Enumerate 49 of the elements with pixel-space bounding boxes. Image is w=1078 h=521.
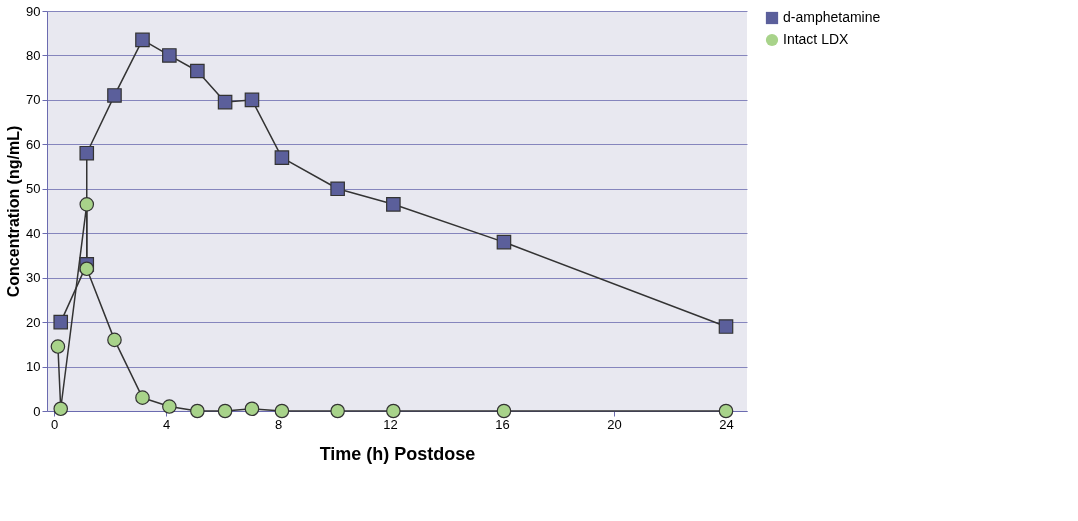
point bbox=[718, 319, 734, 334]
point bbox=[718, 403, 734, 419]
x-tick-label: 4 bbox=[162, 416, 171, 432]
y-tick-label: 70 bbox=[26, 92, 41, 108]
point bbox=[79, 197, 95, 212]
legend-label: d-amphetamine bbox=[783, 9, 881, 25]
point bbox=[53, 314, 69, 330]
y-tick-label: 80 bbox=[26, 47, 41, 63]
y-tick-label: 30 bbox=[26, 270, 41, 286]
point bbox=[190, 403, 205, 419]
point bbox=[53, 401, 69, 417]
x-tick-label: 20 bbox=[607, 416, 622, 432]
y-tick-label: 10 bbox=[26, 359, 41, 375]
point bbox=[107, 332, 122, 348]
point bbox=[50, 339, 66, 354]
x-tick-label: 12 bbox=[383, 416, 398, 432]
point bbox=[244, 401, 260, 417]
point bbox=[330, 181, 345, 197]
point bbox=[190, 63, 205, 79]
point bbox=[330, 403, 345, 419]
x-tick-label: 0 bbox=[50, 416, 59, 432]
y-tick-label: 20 bbox=[26, 314, 41, 330]
point bbox=[107, 88, 122, 103]
point bbox=[135, 390, 150, 405]
x-tick-label: 24 bbox=[719, 416, 734, 432]
point bbox=[244, 92, 260, 108]
point bbox=[274, 150, 290, 165]
point bbox=[386, 197, 401, 212]
point bbox=[496, 234, 512, 250]
point bbox=[274, 403, 290, 419]
y-tick-label: 0 bbox=[33, 403, 41, 419]
point bbox=[162, 399, 177, 414]
y-axis-title: Concentration (ng/mL) bbox=[5, 125, 23, 298]
point bbox=[79, 261, 95, 277]
legend-label: Intact LDX bbox=[783, 31, 850, 47]
point bbox=[386, 403, 401, 419]
x-axis-title: Time (h) Postdose bbox=[319, 443, 476, 464]
point bbox=[79, 145, 95, 161]
x-tick-label: 16 bbox=[495, 416, 510, 432]
point bbox=[217, 94, 233, 110]
point bbox=[217, 403, 233, 419]
y-tick-label: 90 bbox=[26, 3, 41, 19]
point bbox=[496, 403, 512, 419]
y-tick-label: 40 bbox=[26, 225, 41, 241]
x-tick-label: 8 bbox=[274, 416, 283, 432]
point bbox=[162, 48, 177, 63]
y-tick-label: 50 bbox=[26, 181, 41, 197]
point bbox=[135, 32, 150, 48]
y-tick-label: 60 bbox=[26, 136, 41, 152]
